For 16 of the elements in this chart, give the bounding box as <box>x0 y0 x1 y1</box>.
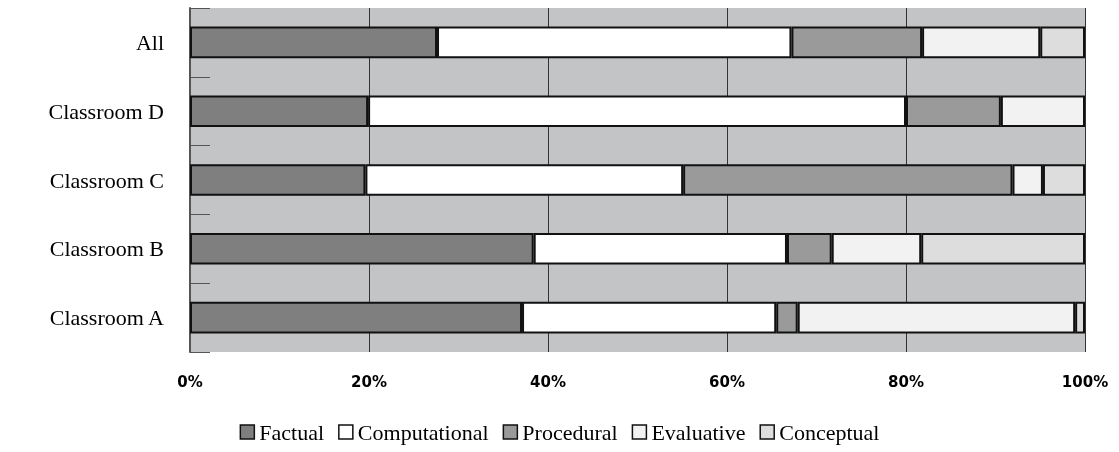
x-tick-label: 40% <box>530 372 566 391</box>
legend-label: Procedural <box>522 419 618 445</box>
x-tick-label: 80% <box>888 372 924 391</box>
x-tick-label: 0% <box>177 372 203 391</box>
y-tick-label: Classroom C <box>49 167 164 193</box>
y-tick-label: Classroom A <box>49 305 165 331</box>
x-tick-label: 20% <box>351 372 387 391</box>
x-tick-label: 60% <box>709 372 745 391</box>
y-tick-label: Classroom D <box>48 98 164 124</box>
legend-label: Computational <box>357 419 489 445</box>
y-tick-label: Classroom B <box>49 236 164 262</box>
legend-label: Factual <box>259 419 325 445</box>
legend-label: Conceptual <box>779 419 880 445</box>
x-tick-label: 100% <box>1061 372 1109 391</box>
legend-label: Evaluative <box>651 419 746 445</box>
y-tick-label: All <box>135 29 164 55</box>
